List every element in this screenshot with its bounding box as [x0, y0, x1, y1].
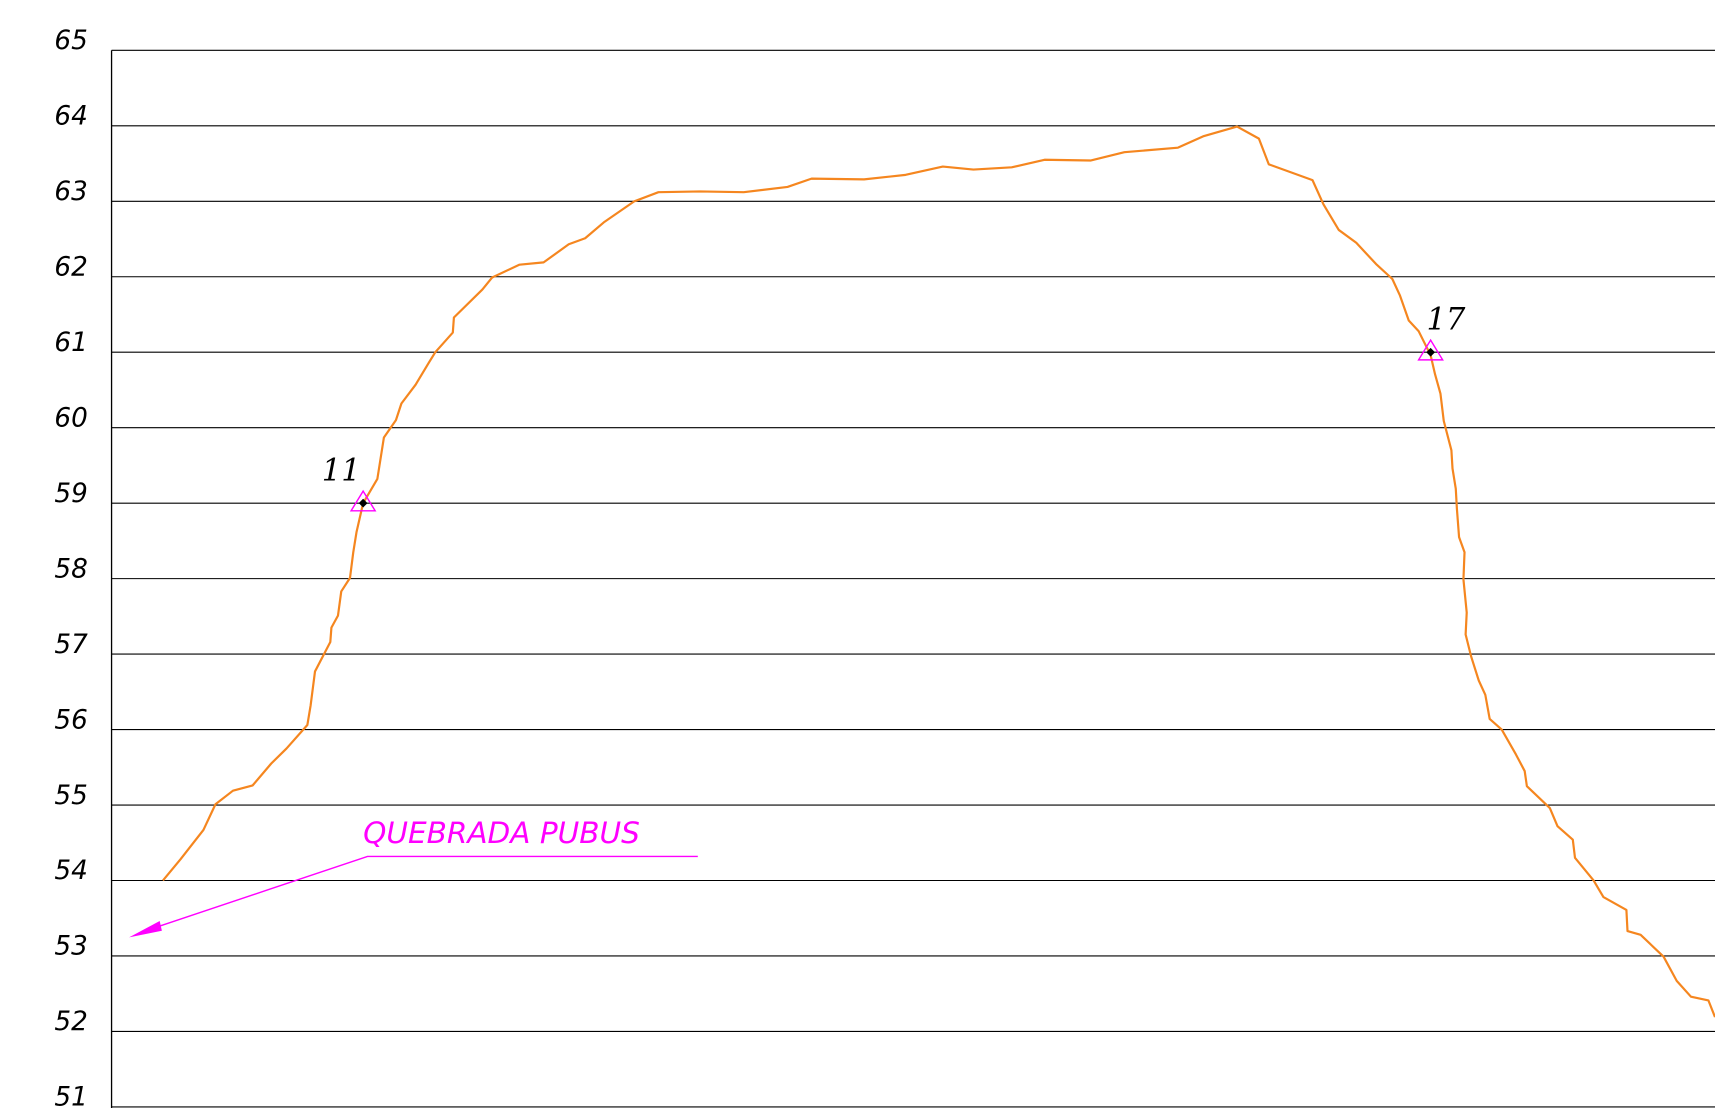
station-marker [1417, 338, 1444, 361]
y-tick-label: 64 [54, 102, 87, 132]
y-tick-label: 62 [54, 252, 87, 282]
y-tick-label: 57 [54, 630, 88, 660]
y-tick-label: 51 [54, 1083, 87, 1108]
y-tick-label: 55 [54, 781, 87, 811]
y-tick-label: 58 [54, 554, 87, 584]
annotation-leader [141, 855, 698, 933]
station-marker [349, 489, 377, 512]
y-tick-label: 56 [54, 705, 87, 735]
annotation-arrowhead [129, 920, 162, 938]
y-tick-label: 60 [54, 403, 87, 433]
y-tick-label: 54 [54, 856, 87, 886]
station-label: 11 [322, 454, 361, 489]
annotation: QUEBRADA PUBUS [363, 816, 640, 850]
station-dot [358, 498, 368, 508]
station-label: 17 [1426, 303, 1465, 338]
station-dot [1426, 347, 1435, 357]
y-tick-label: 65 [54, 26, 87, 56]
y-tick-label: 52 [54, 1007, 87, 1037]
profile-line [162, 125, 1715, 1018]
y-tick-label: 63 [54, 177, 87, 207]
y-tick-label: 61 [54, 328, 87, 358]
y-tick-label: 59 [54, 479, 87, 509]
y-tick-label: 53 [54, 932, 87, 962]
